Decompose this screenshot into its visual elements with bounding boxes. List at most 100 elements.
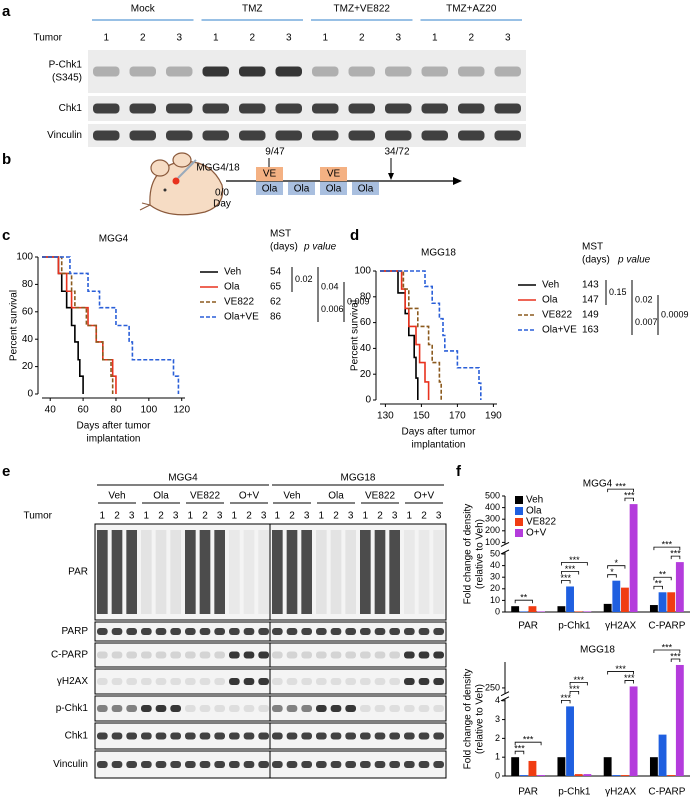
significance-bracket (514, 741, 542, 746)
band (389, 705, 400, 712)
x-tick-label: 80 (110, 405, 122, 416)
band (214, 705, 225, 712)
p-header: p value (303, 242, 337, 253)
timeline-arrow (453, 177, 462, 185)
lane-label: 2 (246, 511, 252, 522)
band (97, 651, 108, 659)
group-label: Veh (283, 491, 300, 502)
band (258, 705, 269, 712)
bar (621, 587, 629, 612)
group-label: VE822 (365, 491, 395, 502)
band (330, 732, 342, 740)
band (155, 732, 167, 740)
band (199, 678, 211, 685)
lane-label: 2 (249, 33, 255, 44)
band (421, 66, 448, 77)
band (312, 66, 339, 77)
significance-bracket (514, 599, 533, 604)
y-tick-label: 100 (354, 266, 371, 277)
lane-header: Tumor (23, 511, 52, 522)
group-label: VE822 (190, 491, 220, 502)
band (272, 678, 283, 685)
x-tick-label: 150 (413, 411, 430, 422)
band (185, 732, 196, 740)
band (272, 651, 283, 659)
band (494, 66, 521, 77)
band (243, 678, 255, 685)
survival-curve (380, 270, 442, 400)
row-label: PAR (68, 567, 88, 578)
lane-label: 2 (140, 33, 146, 44)
lane-label: 1 (213, 33, 219, 44)
y-tick-label: 0 (495, 770, 500, 780)
lane-label: 1 (322, 33, 328, 44)
smear (185, 530, 196, 614)
band (494, 130, 521, 141)
band (272, 628, 283, 635)
blot (94, 523, 272, 621)
significance-label: *** (662, 642, 673, 652)
band (389, 678, 400, 685)
band (330, 651, 342, 659)
y-tick-label: 50 (490, 548, 500, 558)
chart-title: MGG18 (580, 645, 615, 656)
smear (111, 530, 123, 614)
band (258, 628, 269, 635)
ola-box (320, 182, 347, 195)
band (141, 761, 152, 768)
significance-label: ** (659, 570, 667, 580)
band (433, 732, 444, 740)
significance-label: * (615, 558, 619, 568)
mouse-icon (139, 152, 224, 216)
p-header: p value (617, 255, 651, 266)
band (155, 761, 167, 768)
survival-curve (42, 256, 84, 394)
band (155, 651, 167, 659)
band (316, 761, 327, 768)
band (418, 651, 430, 659)
band (170, 705, 181, 712)
significance-label: *** (573, 675, 584, 685)
survival-curve (380, 270, 482, 400)
x-tick-label: 190 (485, 411, 502, 422)
band (418, 761, 430, 768)
legend-label: Veh (526, 495, 543, 506)
band (345, 628, 356, 635)
significance-bracket (514, 750, 525, 755)
band (229, 678, 240, 685)
band (97, 761, 108, 768)
lane-label: 1 (319, 511, 325, 522)
x-axis-label: implantation (412, 440, 466, 451)
band (258, 678, 269, 685)
band (374, 761, 386, 768)
smear (360, 530, 371, 614)
band (141, 678, 152, 685)
significance-label: ** (655, 579, 663, 589)
mst-value: 143 (582, 280, 599, 291)
band (404, 732, 415, 740)
significance-label: *** (624, 673, 635, 683)
band (272, 761, 283, 768)
band (421, 130, 448, 141)
significance-bracket (561, 571, 580, 575)
row-label: Vinculin (53, 759, 88, 770)
lane-label: 3 (395, 33, 401, 44)
band (316, 628, 327, 635)
bar (557, 606, 566, 612)
smear (155, 530, 167, 614)
significance-bracket (670, 658, 681, 662)
bar (675, 664, 684, 776)
band (93, 103, 120, 114)
legend-swatch (515, 496, 523, 504)
x-tick-label: p-Chk1 (558, 787, 591, 798)
start-label: 0/0 (215, 188, 229, 199)
band (389, 761, 400, 768)
y-axis-label: (relative to Veh) (475, 519, 486, 589)
band (374, 628, 386, 635)
significance-label: *** (615, 481, 626, 491)
band (385, 66, 412, 77)
band (185, 628, 196, 635)
y-tick-label: 2 (495, 733, 500, 743)
band (272, 705, 283, 712)
blot (269, 642, 447, 668)
